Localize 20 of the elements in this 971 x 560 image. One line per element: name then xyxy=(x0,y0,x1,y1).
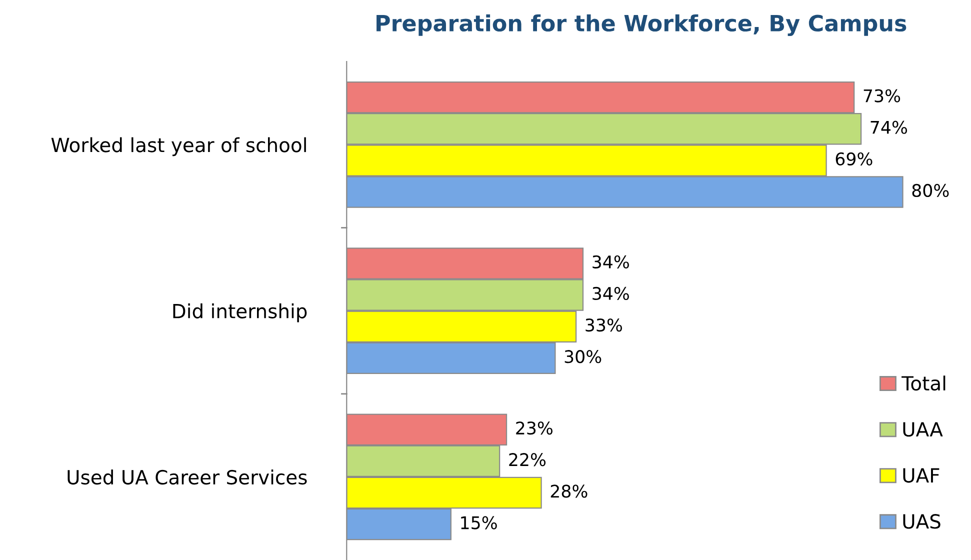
data-label: 23% xyxy=(516,421,552,435)
legend-label: Total xyxy=(902,376,946,391)
data-label: 30% xyxy=(564,350,602,364)
data-label: 80% xyxy=(912,184,949,198)
legend-label: UAS xyxy=(903,514,940,529)
data-label: 69% xyxy=(836,152,872,166)
chart-title: Preparation for the Workforce, By Campus xyxy=(376,14,906,36)
data-label: 74% xyxy=(870,120,908,134)
data-label: 22% xyxy=(509,453,546,466)
data-label: 15% xyxy=(461,516,497,530)
y-tick-label: Did internship xyxy=(173,303,307,322)
legend-label: UAA xyxy=(903,422,943,437)
data-label: 33% xyxy=(586,318,622,332)
data-label: 28% xyxy=(550,484,588,498)
y-tick-label: Worked last year of school xyxy=(51,137,306,156)
y-tick-label: Used UA Career Services xyxy=(68,470,307,485)
legend-label: UAF xyxy=(903,468,940,483)
data-label: 34% xyxy=(592,286,629,300)
data-label: 73% xyxy=(864,89,900,102)
data-label: 34% xyxy=(592,255,629,268)
